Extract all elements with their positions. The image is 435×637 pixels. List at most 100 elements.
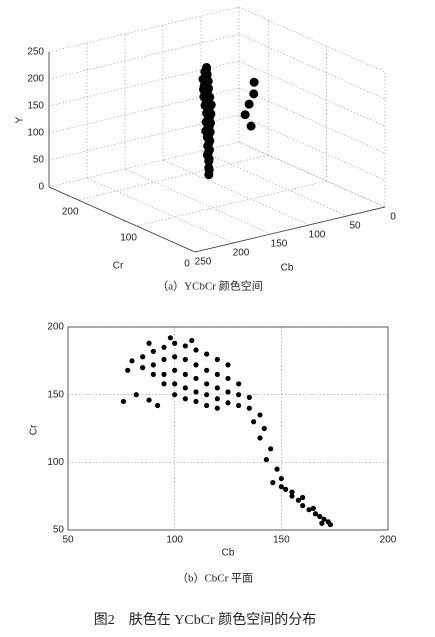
figure-caption: 图2 肤色在 YCbCr 颜色空间的分布 [94,611,316,628]
point [225,375,231,382]
y-tick-label: 200 [62,207,79,218]
point [204,402,210,409]
point [193,389,199,395]
point [214,405,220,411]
grid-line [78,154,269,201]
point [161,381,167,387]
point [257,412,263,418]
point [204,154,214,164]
axis-label: Y [15,116,26,123]
axis-label: Cr [29,424,40,435]
axis-label: Cb [222,548,235,559]
point [236,402,242,409]
point [193,347,199,353]
point [182,396,188,402]
point [161,356,167,363]
grid-line [86,177,234,244]
point [240,110,250,120]
point [214,385,220,391]
y-tick-label: 100 [47,457,64,468]
point [236,381,242,387]
point [246,394,252,400]
point [312,511,319,517]
z-tick-label: 100 [27,128,44,139]
point [150,348,156,354]
point [205,92,215,102]
point [278,475,284,482]
point [317,513,323,520]
grid-line [238,60,386,127]
point [257,435,263,441]
y-tick-label: 50 [53,525,65,536]
point [206,109,216,119]
point [204,392,210,398]
x-tick-label: 50 [349,221,361,232]
grid-line [48,87,240,134]
point [319,520,325,526]
point [249,77,259,87]
point [278,484,284,490]
point [182,371,188,377]
x-tick-label: 150 [271,239,288,250]
y-tick-label: 0 [184,259,190,270]
grid-line [136,180,327,227]
z-tick-label: 0 [38,182,44,193]
grid-line [162,159,310,226]
point [300,503,306,509]
point [146,340,152,346]
point [204,367,210,373]
x-tick-label: 150 [273,535,290,546]
grid-line [238,141,386,208]
point [161,371,167,377]
point [140,365,146,371]
point [204,351,210,357]
grid-line [48,6,240,53]
grid-line [238,114,386,181]
point [205,136,215,146]
y-tick-label: 200 [47,322,64,333]
x-tick-label: 200 [380,535,397,546]
point [225,362,231,368]
point [167,335,173,341]
point [306,507,312,513]
z-tick-label: 250 [27,47,44,58]
point [327,521,333,528]
point [161,344,167,350]
y-tick-label: 150 [47,389,64,400]
point [172,381,178,387]
x-tick-label: 0 [390,212,396,223]
axis-line [48,186,196,253]
z-tick-label: 150 [27,101,44,112]
point [140,354,146,360]
point [263,457,269,463]
point [193,362,199,368]
x-tick-label: 50 [62,535,74,546]
subcaption: （b）CbCr 平面 [177,572,253,585]
point [150,371,156,377]
axis-label: Cr [113,261,124,272]
point [244,99,254,109]
point [172,392,178,398]
grid-line [48,114,240,161]
grid-line [238,33,386,100]
grid-line [48,141,240,188]
point [246,121,256,131]
point [225,389,231,395]
point [202,62,212,72]
point [204,170,214,180]
point [204,83,214,93]
plot-frame [67,326,389,531]
grid-line [238,141,386,208]
grid-line [48,60,240,107]
point [310,505,316,511]
point [193,398,199,405]
point [182,385,188,391]
grid-line [124,168,272,235]
point [125,367,131,373]
x-tick-label: 250 [195,257,212,268]
axis-label: Cb [281,263,294,274]
point [203,76,213,86]
point [204,163,214,173]
